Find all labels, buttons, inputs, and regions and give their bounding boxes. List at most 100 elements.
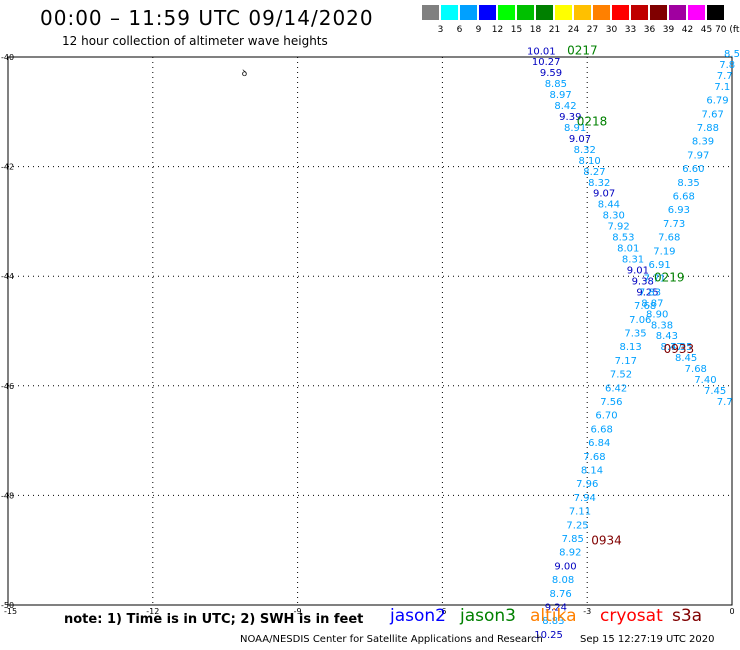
swh-value: 8.01 xyxy=(617,244,639,255)
swh-value: 8.5 xyxy=(724,49,740,60)
legend-swatch xyxy=(479,5,496,20)
marker-layer: ꝺ xyxy=(242,69,247,79)
legend-swatch xyxy=(517,5,534,20)
swh-value: 10.01 xyxy=(527,46,556,57)
swh-value: 8.10 xyxy=(578,156,600,167)
swh-value: 7.45 xyxy=(704,386,726,397)
swh-value: 7.40 xyxy=(694,375,716,386)
swh-value: 6.70 xyxy=(595,411,617,422)
swh-value: 7.73 xyxy=(663,219,685,230)
satellite-label-s3a: s3a xyxy=(672,606,703,626)
map-grid xyxy=(7,56,733,606)
pass-time-label: 0218 xyxy=(577,115,608,129)
swh-value: 9.38 xyxy=(632,276,654,287)
lat-tick-label: -40 xyxy=(1,53,14,62)
lon-tick-label: -12 xyxy=(146,607,159,616)
legend-label: 36 xyxy=(643,25,656,35)
lon-tick-label: -3 xyxy=(583,607,591,616)
legend-label: 42 xyxy=(681,25,694,35)
swh-value: 7.96 xyxy=(576,479,598,490)
legend-swatch xyxy=(688,5,705,20)
swh-value: 7.8 xyxy=(719,60,735,71)
swh-value: 7.97 xyxy=(687,150,709,161)
legend-swatch xyxy=(707,5,724,20)
swh-value: 7.83 xyxy=(639,287,661,298)
swh-value: 7.1 xyxy=(714,82,730,93)
swh-value: 10.25 xyxy=(534,630,563,641)
legend-label: 15 xyxy=(510,25,523,35)
legend-label: 3 xyxy=(437,25,444,35)
swh-value: 7.68 xyxy=(634,301,656,312)
legend-swatch xyxy=(536,5,553,20)
swh-value: 9.07 xyxy=(593,189,615,200)
swh-value: 7.85 xyxy=(562,534,584,545)
swh-value: 7.68 xyxy=(685,364,707,375)
lat-tick-label: -50 xyxy=(1,601,14,610)
swh-value: 8.45 xyxy=(675,353,697,364)
pass-time-label: 0219 xyxy=(654,271,685,285)
swh-value: 8.97 xyxy=(550,90,572,101)
legend-label: 21 xyxy=(548,25,561,35)
swh-value: 7.7 xyxy=(717,71,733,82)
swh-value: 8.30 xyxy=(603,211,625,222)
legend-label: 27 xyxy=(586,25,599,35)
swh-value: 7.7 xyxy=(717,397,733,408)
generated-timestamp: Sep 15 12:27:19 UTC 2020 xyxy=(580,634,715,645)
swh-value: 8.32 xyxy=(574,145,596,156)
legend-swatch xyxy=(460,5,477,20)
swh-value: 8.42 xyxy=(554,101,576,112)
satellite-label-jason2: jason2 xyxy=(390,606,446,626)
swh-value: 9.01 xyxy=(627,265,649,276)
swh-value: 9.59 xyxy=(540,68,562,79)
legend-swatch xyxy=(650,5,667,20)
swh-value: 6.93 xyxy=(668,205,690,216)
swh-value: 9.24 xyxy=(545,602,567,613)
map-marker: ꝺ xyxy=(242,69,247,79)
legend-swatch xyxy=(593,5,610,20)
swh-value: 8.85 xyxy=(545,79,567,90)
swh-value: 8.32 xyxy=(588,178,610,189)
swh-value: 8.76 xyxy=(550,589,572,600)
legend-swatch xyxy=(422,5,439,20)
lat-tick-label: -46 xyxy=(1,382,14,391)
lat-tick-label: -42 xyxy=(1,163,14,172)
swh-value: 7.25 xyxy=(566,520,588,531)
swh-value: 7.35 xyxy=(624,328,646,339)
lon-tick-label: 0 xyxy=(729,607,734,616)
legend-swatch xyxy=(612,5,629,20)
swh-value: 8.53 xyxy=(612,233,634,244)
legend-swatch xyxy=(441,5,458,20)
swh-value: 7.52 xyxy=(610,370,632,381)
lon-tick-label: -6 xyxy=(438,607,446,616)
credit-text: NOAA/NESDIS Center for Satellite Applica… xyxy=(240,634,543,645)
swh-value: 6.84 xyxy=(588,438,610,449)
swh-value: 9.00 xyxy=(554,561,576,572)
swh-value: 7.56 xyxy=(600,397,622,408)
swh-value: 8.91 xyxy=(564,123,586,134)
lon-tick-label: -15 xyxy=(4,607,17,616)
swh-value: 6.91 xyxy=(648,260,670,271)
satellite-label-altika: altika xyxy=(530,606,577,626)
swh-value: 6.68 xyxy=(591,424,613,435)
swh-value: 8.83 xyxy=(542,616,564,627)
legend-label: 39 xyxy=(662,25,675,35)
swh-value: 7.94 xyxy=(574,493,596,504)
swh-value: 9.39 xyxy=(559,112,581,123)
swh-value: 8.14 xyxy=(581,465,603,476)
page-title: 00:00 – 11:59 UTC 09/14/2020 xyxy=(40,6,374,30)
swh-value: 7.92 xyxy=(607,222,629,233)
legend-swatch xyxy=(631,5,648,20)
pass-time-label: 0934 xyxy=(591,534,622,548)
swh-value: 6.79 xyxy=(706,96,728,107)
axis-labels: -15 -12 -9 -6 -3 0 -40 -42 -44 -46 -48 -50 xyxy=(1,53,735,616)
legend-label: 9 xyxy=(475,25,482,35)
swh-value: 8.27 xyxy=(583,167,605,178)
legend-label: 18 xyxy=(529,25,542,35)
swh-value: 7.11 xyxy=(569,507,591,518)
swh-value: 8.31 xyxy=(622,255,644,266)
swh-value: 7.71 xyxy=(644,274,666,285)
legend-swatch xyxy=(669,5,686,20)
satellite-label-cryosat: cryosat xyxy=(600,606,663,626)
legend-label: 33 xyxy=(624,25,637,35)
